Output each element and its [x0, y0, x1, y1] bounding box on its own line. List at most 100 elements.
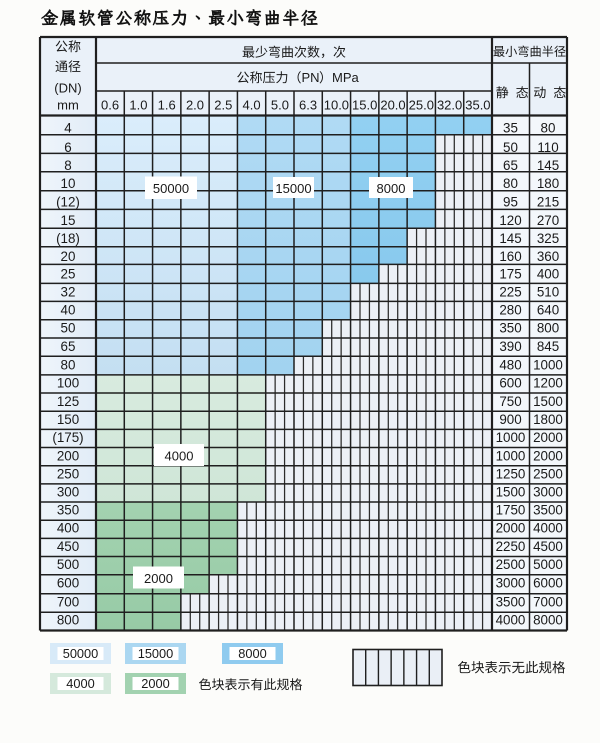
svg-text:390: 390 — [499, 339, 521, 354]
svg-text:50000: 50000 — [63, 646, 99, 661]
svg-text:32.0: 32.0 — [437, 97, 462, 112]
svg-text:4.0: 4.0 — [243, 97, 261, 112]
svg-text:25.0: 25.0 — [409, 97, 434, 112]
svg-text:325: 325 — [537, 231, 559, 246]
svg-text:20: 20 — [61, 249, 76, 264]
svg-text:2000: 2000 — [533, 448, 563, 463]
svg-text:200: 200 — [57, 448, 79, 463]
svg-text:400: 400 — [57, 521, 79, 536]
svg-text:3000: 3000 — [496, 576, 526, 591]
svg-text:25: 25 — [61, 267, 76, 282]
svg-text:125: 125 — [57, 394, 79, 409]
svg-text:900: 900 — [499, 412, 521, 427]
svg-text:175: 175 — [499, 267, 521, 282]
svg-text:4: 4 — [64, 121, 72, 136]
svg-text:510: 510 — [537, 284, 559, 299]
svg-text:4000: 4000 — [533, 521, 563, 536]
svg-text:PN: PN — [302, 70, 320, 85]
svg-text:1000: 1000 — [496, 448, 526, 463]
svg-text:270: 270 — [537, 213, 559, 228]
svg-text:3500: 3500 — [533, 503, 563, 518]
svg-text:2000: 2000 — [496, 521, 526, 536]
svg-text:10.0: 10.0 — [324, 97, 349, 112]
svg-text:2000: 2000 — [141, 676, 169, 691]
svg-text:1250: 1250 — [496, 467, 526, 482]
svg-text:1750: 1750 — [496, 503, 526, 518]
svg-text:300: 300 — [57, 485, 79, 500]
svg-text:1800: 1800 — [533, 412, 563, 427]
svg-text:15000: 15000 — [138, 646, 174, 661]
svg-text:250: 250 — [57, 467, 79, 482]
svg-text:32: 32 — [61, 284, 76, 299]
svg-text:4000: 4000 — [496, 613, 526, 628]
svg-text:15.0: 15.0 — [352, 97, 377, 112]
svg-text:2000: 2000 — [144, 571, 173, 586]
svg-text:215: 215 — [537, 195, 559, 210]
svg-text:3500: 3500 — [496, 594, 526, 609]
svg-text:65: 65 — [61, 339, 76, 354]
svg-text:6.3: 6.3 — [299, 97, 317, 112]
svg-text:4000: 4000 — [66, 676, 94, 691]
svg-text:360: 360 — [537, 249, 559, 264]
svg-text:2250: 2250 — [496, 539, 526, 554]
svg-text:80: 80 — [61, 358, 76, 373]
svg-text:7000: 7000 — [533, 594, 563, 609]
svg-text:450: 450 — [57, 539, 79, 554]
svg-text:8000: 8000 — [238, 646, 266, 661]
svg-text:100: 100 — [57, 376, 79, 391]
svg-text:350: 350 — [57, 503, 79, 518]
svg-text:845: 845 — [537, 339, 559, 354]
svg-text:1.0: 1.0 — [129, 97, 147, 112]
svg-text:225: 225 — [499, 284, 521, 299]
svg-text:800: 800 — [537, 321, 559, 336]
svg-text:6: 6 — [64, 140, 71, 155]
svg-text:2500: 2500 — [533, 467, 563, 482]
svg-text:700: 700 — [57, 594, 79, 609]
svg-text:1200: 1200 — [533, 376, 563, 391]
svg-text:4500: 4500 — [533, 539, 563, 554]
svg-text:50000: 50000 — [153, 181, 189, 196]
svg-text:160: 160 — [499, 249, 521, 264]
svg-text:35.0: 35.0 — [465, 97, 490, 112]
svg-text:8000: 8000 — [533, 613, 563, 628]
svg-text:2500: 2500 — [496, 557, 526, 572]
svg-text:20.0: 20.0 — [380, 97, 405, 112]
svg-text:400: 400 — [537, 267, 559, 282]
svg-text:280: 280 — [499, 302, 521, 317]
svg-text:2.0: 2.0 — [186, 97, 204, 112]
svg-text:10: 10 — [61, 176, 76, 191]
svg-text:350: 350 — [499, 321, 521, 336]
svg-text:600: 600 — [57, 576, 79, 591]
svg-text:1500: 1500 — [496, 485, 526, 500]
svg-text:15: 15 — [61, 213, 76, 228]
svg-text:80: 80 — [503, 176, 518, 191]
svg-text:65: 65 — [503, 158, 518, 173]
svg-text:600: 600 — [499, 376, 521, 391]
svg-text:180: 180 — [537, 176, 559, 191]
svg-text:640: 640 — [537, 302, 559, 317]
svg-text:150: 150 — [57, 412, 79, 427]
svg-text:145: 145 — [537, 158, 559, 173]
svg-text:6000: 6000 — [533, 576, 563, 591]
svg-text:2.5: 2.5 — [214, 97, 232, 112]
svg-text:80: 80 — [541, 121, 556, 136]
svg-text:5000: 5000 — [533, 557, 563, 572]
svg-text:5.0: 5.0 — [271, 97, 289, 112]
svg-text:750: 750 — [499, 394, 521, 409]
svg-text:15000: 15000 — [275, 181, 311, 196]
svg-text:50: 50 — [503, 140, 518, 155]
svg-text:50: 50 — [61, 321, 76, 336]
svg-text:800: 800 — [57, 613, 79, 628]
svg-text:mm: mm — [57, 98, 79, 113]
svg-text:(DN): (DN) — [54, 81, 81, 96]
svg-text:(12): (12) — [56, 195, 80, 210]
svg-text:8000: 8000 — [377, 181, 406, 196]
svg-text:1.6: 1.6 — [158, 97, 176, 112]
svg-text:MPa: MPa — [332, 70, 360, 85]
svg-text:1500: 1500 — [533, 394, 563, 409]
svg-text:480: 480 — [499, 358, 521, 373]
svg-text:145: 145 — [499, 231, 521, 246]
svg-text:1000: 1000 — [533, 358, 563, 373]
svg-text:500: 500 — [57, 557, 79, 572]
svg-text:120: 120 — [499, 213, 521, 228]
